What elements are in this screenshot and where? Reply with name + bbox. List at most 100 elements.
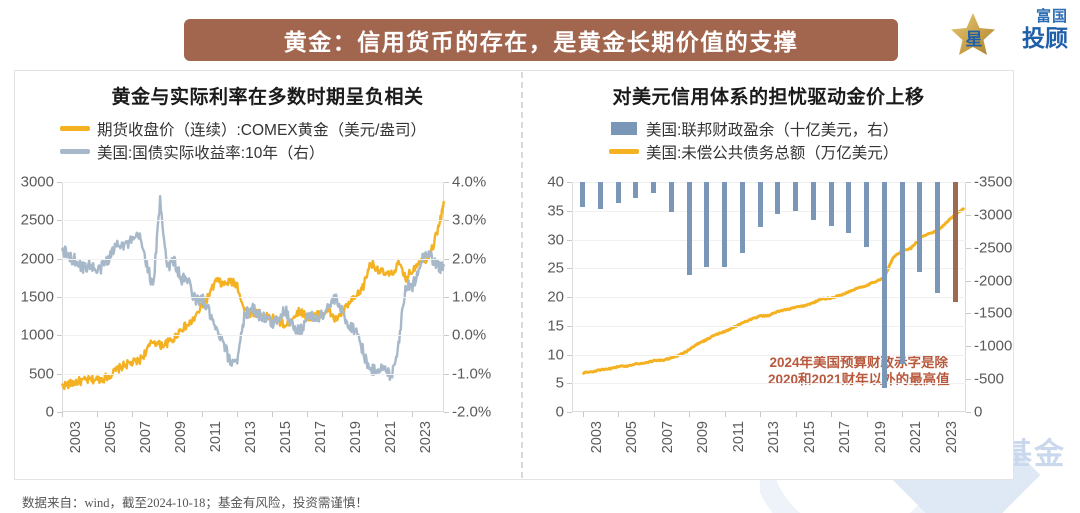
logo-line-2: 投顾: [1022, 25, 1068, 51]
y-axis-tick-label: 1500: [20, 288, 54, 306]
footer-note: 数据来自：wind，截至2024-10-18；基金有风险，投资需谨慎！: [22, 496, 368, 510]
logo-line-1: 富国: [1035, 8, 1068, 25]
axis-tick: [202, 412, 204, 417]
axis-tick: [966, 313, 971, 315]
panel-left: 黄金与实际利率在多数时期呈负相关 期货收盘价（连续）:COMEX黄金（美元/盎司…: [14, 70, 521, 480]
legend-label: 美国:国债实际收益率:10年（右）: [97, 144, 325, 162]
right-chart-plot: 2024年美国预算财政赤字是除 2020和2021财年以外的最高值 0 5 10 15…: [547, 174, 1012, 454]
bar: [899, 182, 905, 365]
x-axis-tick-label: 2015: [278, 421, 295, 454]
brand-logo: 星 富国 投顾: [950, 4, 1068, 60]
bar: [952, 182, 958, 303]
x-axis-tick-label: 2005: [624, 421, 641, 454]
x-axis-tick-label: 2003: [68, 421, 84, 454]
y-axis-tick-label: 20: [547, 288, 564, 306]
axis-tick: [760, 412, 762, 417]
y2-axis-tick-label: -1500: [974, 304, 1013, 322]
x-axis-tick-label: 2009: [173, 421, 190, 454]
axis-tick: [167, 412, 169, 417]
y-axis-tick-label: 5: [555, 374, 564, 392]
x-axis-tick-label: 2023: [418, 421, 435, 454]
gridline: [62, 220, 444, 222]
axis-tick: [937, 412, 939, 417]
axis-tick: [97, 412, 99, 417]
bar: [935, 182, 941, 294]
gridline: [572, 210, 966, 212]
y-axis-tick-label: 1000: [20, 326, 54, 344]
bar: [668, 182, 674, 213]
left-chart-plot: 0 500 1000 1500 2000 2500 3000 -2.0% -1.0% 0.0% 1.…: [21, 174, 492, 454]
y2-axis-tick-label: -1.0%: [452, 365, 492, 383]
y-axis-tick-label: 2000: [20, 250, 54, 268]
y2-axis-tick-label: -1000: [974, 337, 1013, 355]
bar: [793, 182, 799, 211]
x-axis-tick-label: 2011: [208, 421, 225, 453]
axis-tick: [444, 373, 449, 375]
axis-tick: [377, 412, 379, 417]
x-axis-tick-label: 2015: [801, 421, 818, 454]
left-chart-title: 黄金与实际利率在多数时期呈负相关: [111, 87, 424, 108]
axis-tick: [966, 214, 971, 216]
axis-tick: [57, 258, 62, 260]
x-axis-tick-label: 2017: [837, 421, 854, 454]
axis-tick: [342, 412, 344, 417]
bar: [597, 182, 603, 210]
gridline: [62, 182, 444, 183]
axis-tick: [62, 412, 63, 417]
gridline: [572, 239, 966, 241]
axis-tick: [237, 412, 239, 417]
y2-axis-tick-label: -2.0%: [452, 403, 492, 421]
x-axis-tick-label: 2003: [588, 421, 605, 454]
bar: [757, 182, 763, 227]
legend-swatch-gold-line: [609, 149, 639, 154]
axis-tick: [57, 182, 62, 183]
axis-tick: [966, 247, 971, 249]
axis-tick: [444, 412, 449, 413]
y2-axis-tick-label: 4.0%: [452, 173, 487, 191]
axis-tick: [444, 335, 449, 337]
public-debt-line: [581, 206, 966, 375]
gridline: [62, 335, 444, 337]
gridline: [572, 325, 966, 327]
x-axis-tick-label: 2013: [243, 421, 260, 454]
y-axis-tick-label: 30: [547, 231, 564, 248]
axis-tick: [307, 412, 309, 417]
axis-tick: [966, 379, 971, 381]
axis-tick: [567, 239, 572, 241]
panel-divider: [521, 72, 523, 478]
axis-tick: [618, 412, 620, 417]
bar: [881, 182, 887, 388]
y-axis-tick-label: 35: [547, 202, 564, 220]
axis-tick: [444, 220, 449, 222]
y-axis-tick-label: 40: [547, 173, 564, 191]
bar: [828, 182, 834, 226]
bar: [633, 182, 639, 199]
bar: [686, 182, 692, 275]
banner-title: 黄金：信用货币的存在，是黄金长期价值的支撑: [283, 29, 799, 55]
y-axis-tick-label: 0: [555, 403, 564, 421]
axis-tick: [902, 412, 904, 417]
axis-tick: [444, 182, 449, 183]
y2-axis-tick-label: -3500: [974, 173, 1013, 191]
x-axis-tick-label: 2011: [730, 421, 747, 453]
axis-tick: [444, 258, 449, 260]
y2-axis-tick-label: -500: [974, 370, 1005, 388]
left-chart-series: [60, 194, 446, 391]
logo-wordmark: 富国 投顾: [990, 8, 1068, 56]
gridline: [62, 258, 444, 260]
bar: [917, 182, 923, 273]
y2-axis-tick-label: -3000: [974, 206, 1013, 224]
axis-tick: [132, 412, 134, 417]
gold-price-line: [60, 200, 446, 391]
gridline: [572, 182, 966, 183]
left-chart-x-axis: [62, 411, 444, 412]
y-axis-tick-label: 3000: [20, 173, 54, 191]
right-chart-x-axis: [572, 411, 966, 412]
bar: [722, 182, 728, 268]
panel-right: 对美元信用体系的担忧驱动金价上移 美国:联邦财政盈余（十亿美元，右） 美国:未偿…: [523, 70, 1014, 480]
axis-tick: [866, 412, 868, 417]
x-axis-tick-label: 2019: [872, 421, 889, 454]
x-axis-tick-label: 2007: [138, 421, 155, 454]
gridline: [572, 297, 966, 298]
x-axis-tick-label: 2023: [943, 421, 960, 454]
